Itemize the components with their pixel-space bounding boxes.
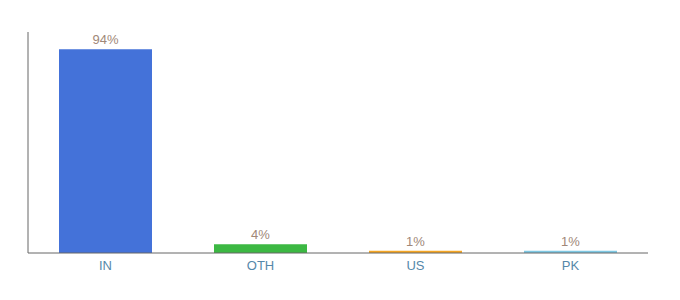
svg-text:4%: 4% [251,227,270,242]
svg-text:94%: 94% [92,32,118,47]
svg-text:US: US [406,258,424,273]
svg-text:PK: PK [562,258,580,273]
svg-text:1%: 1% [561,234,580,249]
svg-text:1%: 1% [406,234,425,249]
svg-text:OTH: OTH [247,258,274,273]
svg-text:IN: IN [99,258,112,273]
